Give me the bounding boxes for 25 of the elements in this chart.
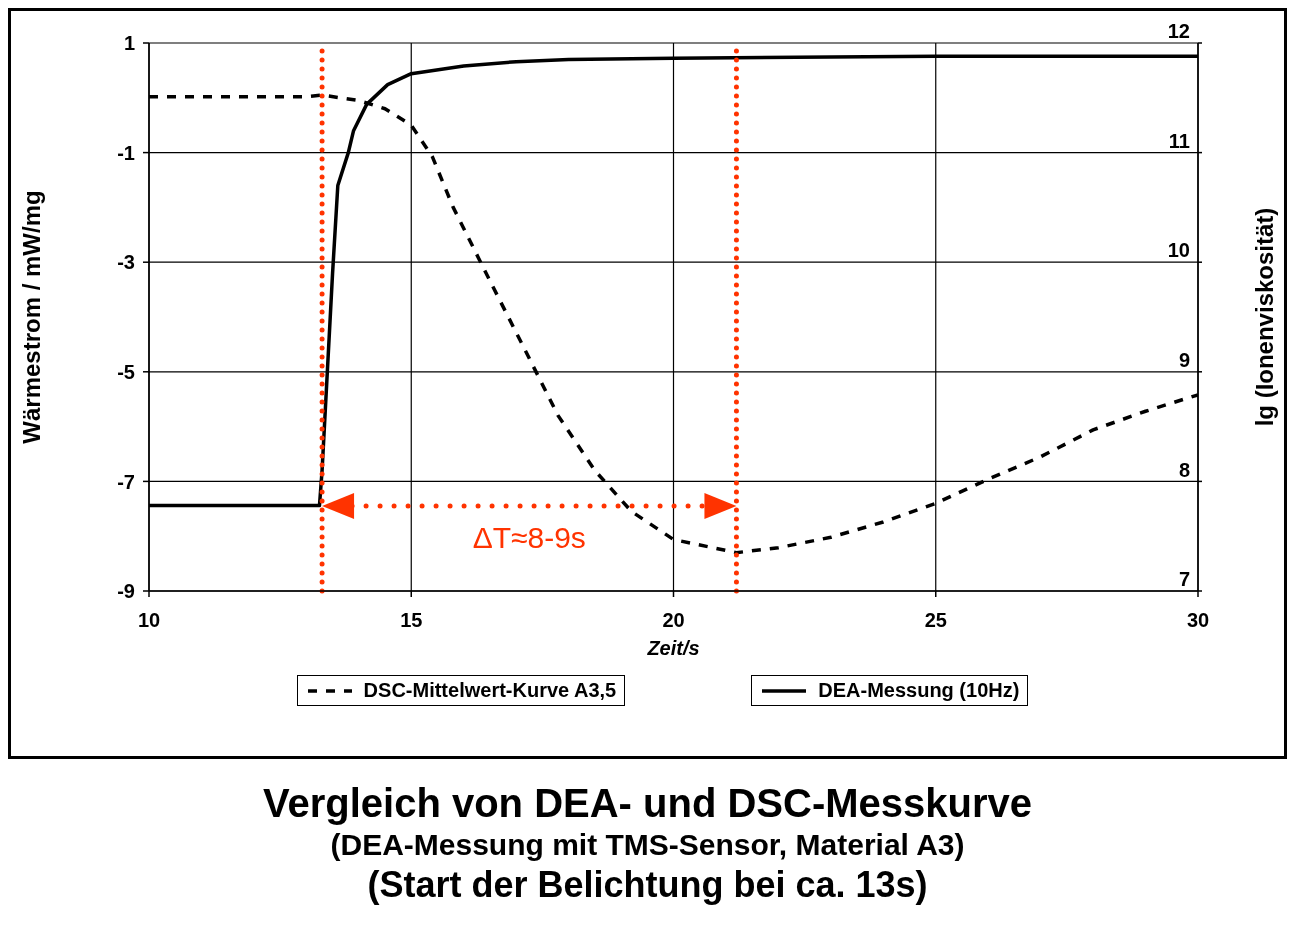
x-tick-label: 15 — [400, 609, 423, 632]
legend-label: DEA-Messung (10Hz) — [818, 679, 1020, 702]
legend-label: DSC-Mittelwert-Kurve A3,5 — [363, 679, 617, 702]
x-axis-title: Zeit/s — [646, 637, 700, 660]
x-tick-label: 10 — [137, 609, 161, 632]
y-tick-label: -9 — [117, 580, 135, 603]
text: (DEA-Messung mit TMS-Sensor, Material A3) (Start der Belichtung bei ca. 13s) — [329, 828, 966, 906]
y2-tick-label: 9 — [1178, 348, 1190, 371]
x-tick-label: 30 — [1186, 609, 1210, 632]
text: Vergleich von DEA- und DSC-Messkurve — [261, 781, 1034, 826]
y2-tick-label: 7 — [1178, 568, 1190, 591]
x-tick-label: 20 — [662, 609, 685, 632]
annotation: ΔT≈8-9s — [472, 521, 586, 555]
x-tick-label: 25 — [924, 609, 947, 632]
y2-tick-label: 10 — [1167, 239, 1190, 262]
y-tick-label: 1 — [123, 32, 135, 55]
y-tick-label: -5 — [117, 360, 135, 383]
y2-tick-label: 8 — [1178, 458, 1190, 481]
y2-axis-title: lg (Ionenviskosität) — [1250, 207, 1278, 427]
y2-tick-label: 11 — [1168, 129, 1190, 152]
y-tick-label: -1 — [117, 141, 135, 164]
y2-tick-label: 12 — [1167, 20, 1190, 43]
y-tick-label: -3 — [117, 251, 135, 274]
y-axis-title: Wärmestrom / mW/mg — [17, 190, 45, 444]
y-tick-label: -7 — [117, 470, 135, 493]
